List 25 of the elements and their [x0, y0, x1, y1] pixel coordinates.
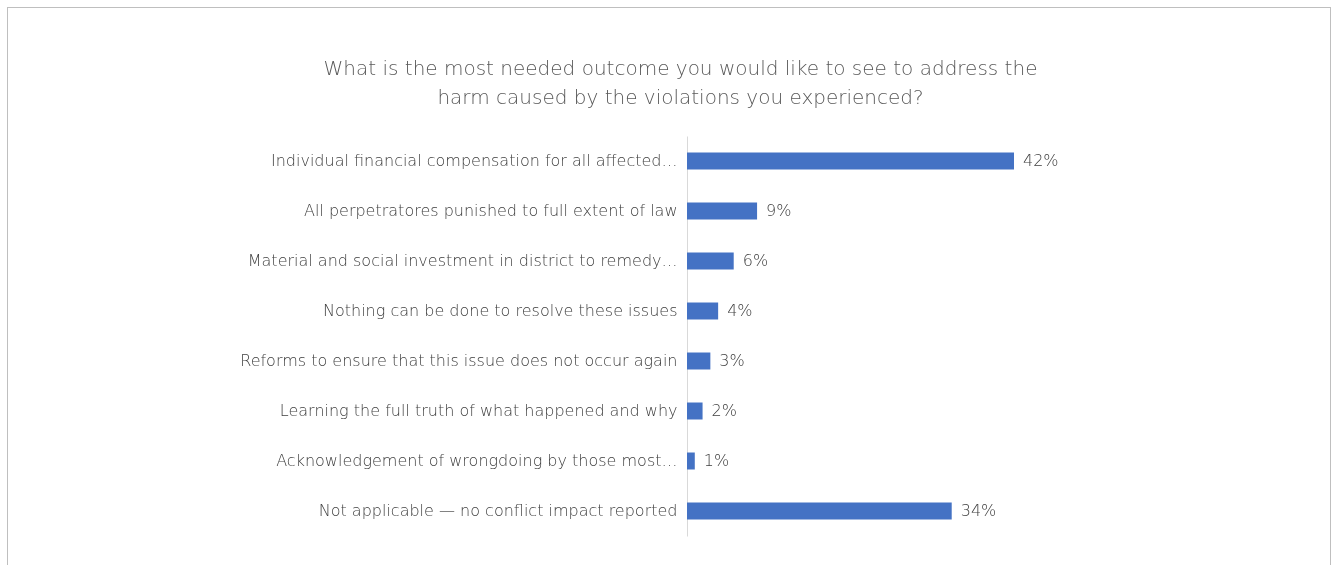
data-label: 1% [703, 451, 730, 470]
chart-title: What is the most needed outcome you would like to see to address the harm caused by the violations you experienced? [323, 56, 1038, 109]
data-label: 42% [1023, 151, 1059, 170]
y-tick-label: Nothing can be done to resolve these issues [322, 301, 678, 320]
data-label: 3% [719, 351, 745, 370]
y-tick-label: Not applicable — no conflict impact reported [318, 501, 678, 520]
bar [687, 152, 1014, 170]
bar [687, 352, 711, 370]
bar [687, 202, 758, 220]
data-label: 34% [960, 501, 997, 520]
bar [687, 302, 719, 320]
bar [687, 252, 734, 270]
y-tick-label: All perpetratores punished to full extent of law [303, 201, 678, 220]
data-label: 4% [727, 301, 753, 320]
y-tick-label: Individual financial compensation for all affected… [270, 151, 678, 170]
y-tick-label: Learning the full truth of what happened and why [279, 401, 678, 420]
bar [687, 502, 952, 520]
y-tick-label: Reforms to ensure that this issue does not occur again [240, 351, 678, 370]
data-label: 2% [711, 401, 737, 420]
data-label: 9% [766, 201, 792, 220]
y-tick-label: Material and social investment in district to remedy… [247, 251, 678, 270]
bar [687, 452, 695, 470]
y-tick-label: Acknowledgement of wrongdoing by those most… [276, 451, 678, 470]
bar [687, 402, 703, 420]
data-label: 6% [742, 251, 769, 270]
